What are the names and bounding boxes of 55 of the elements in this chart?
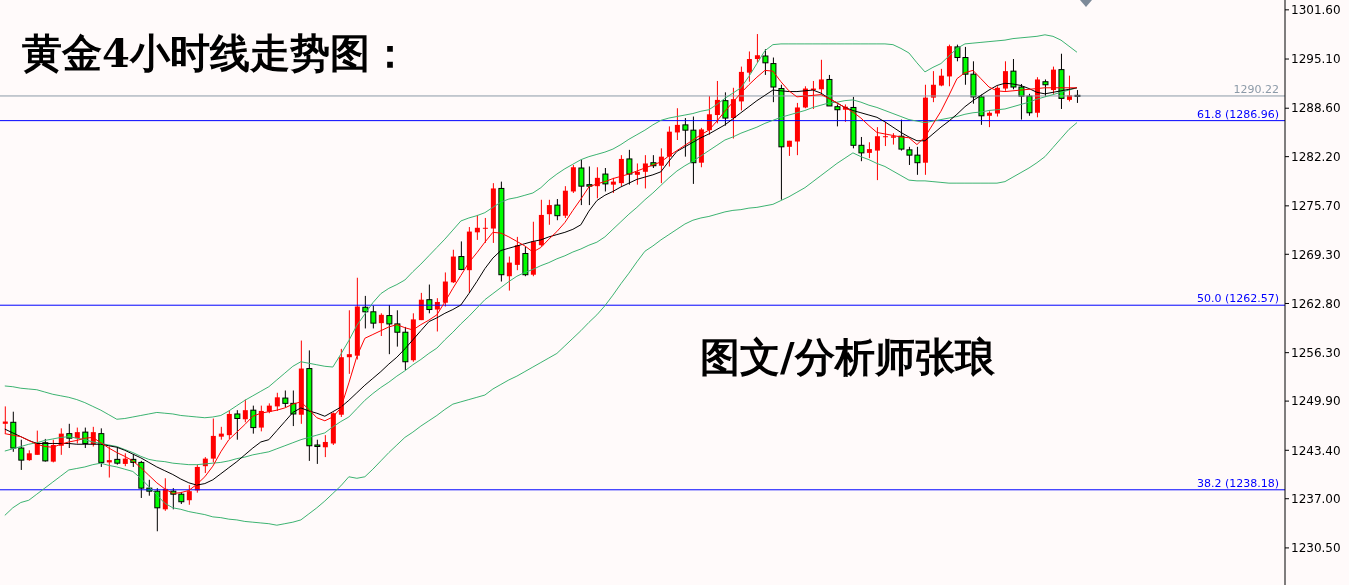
y-tick-label: 1262.80 [1291, 296, 1341, 311]
line-series [4, 122, 1078, 526]
candlestick [322, 434, 328, 458]
candlestick [754, 33, 760, 64]
candlestick [626, 149, 633, 186]
y-tick-label: 1301.60 [1291, 3, 1341, 18]
line-series [4, 34, 1078, 420]
ref-line-label: 50.0 (1262.57) [1196, 292, 1279, 306]
candlestick [346, 309, 352, 375]
candlestick [250, 405, 257, 435]
ref-line-label: 1290.22 [1233, 82, 1279, 96]
candlestick [274, 392, 280, 412]
y-tick-label: 1282.20 [1291, 149, 1341, 164]
y-tick-label: 1295.10 [1291, 52, 1341, 67]
candlestick [978, 94, 985, 126]
candlestick [258, 405, 264, 432]
candlestick [762, 48, 769, 76]
annotation: 图文/分析师张琅 [700, 332, 995, 382]
candlestick [506, 256, 512, 292]
candlestick [554, 198, 561, 221]
candlestick [378, 312, 384, 337]
ref-line-label: 38.2 (1238.18) [1196, 476, 1279, 490]
y-tick-label: 1288.60 [1291, 101, 1341, 116]
y-tick-label: 1230.50 [1291, 541, 1341, 556]
candlestick [546, 199, 552, 226]
y-tick-label: 1269.30 [1291, 247, 1341, 262]
y-tick-label: 1256.30 [1291, 345, 1341, 360]
candlestick [210, 418, 216, 463]
candlestick [522, 246, 529, 277]
candlestick [418, 292, 424, 321]
candlestick [242, 399, 248, 423]
candlestick [234, 409, 241, 441]
y-tick-label: 1275.70 [1291, 199, 1341, 214]
candlestick [314, 439, 321, 465]
candlestick [482, 217, 488, 244]
candlestick [226, 409, 232, 440]
y-tick-label: 1237.00 [1291, 491, 1341, 506]
candlestick [426, 284, 433, 314]
candlestick [882, 121, 888, 147]
candlestick [458, 240, 465, 271]
y-tick-label: 1249.90 [1291, 394, 1341, 409]
candlestick [634, 162, 640, 186]
candlestick [642, 154, 648, 189]
candlestick [722, 91, 729, 127]
candlestick [514, 236, 520, 271]
candlestick [874, 126, 880, 181]
ref-line-label: 61.8 (1286.96) [1196, 107, 1279, 121]
candlestick [106, 446, 112, 479]
candlestick [602, 167, 609, 192]
text: 黄金4小时线走势图： [22, 28, 410, 78]
y-tick-label: 1243.40 [1291, 443, 1341, 458]
candlestick [442, 271, 448, 307]
candlestick [18, 439, 25, 471]
candlestick [674, 107, 680, 141]
candlestick [42, 438, 49, 463]
